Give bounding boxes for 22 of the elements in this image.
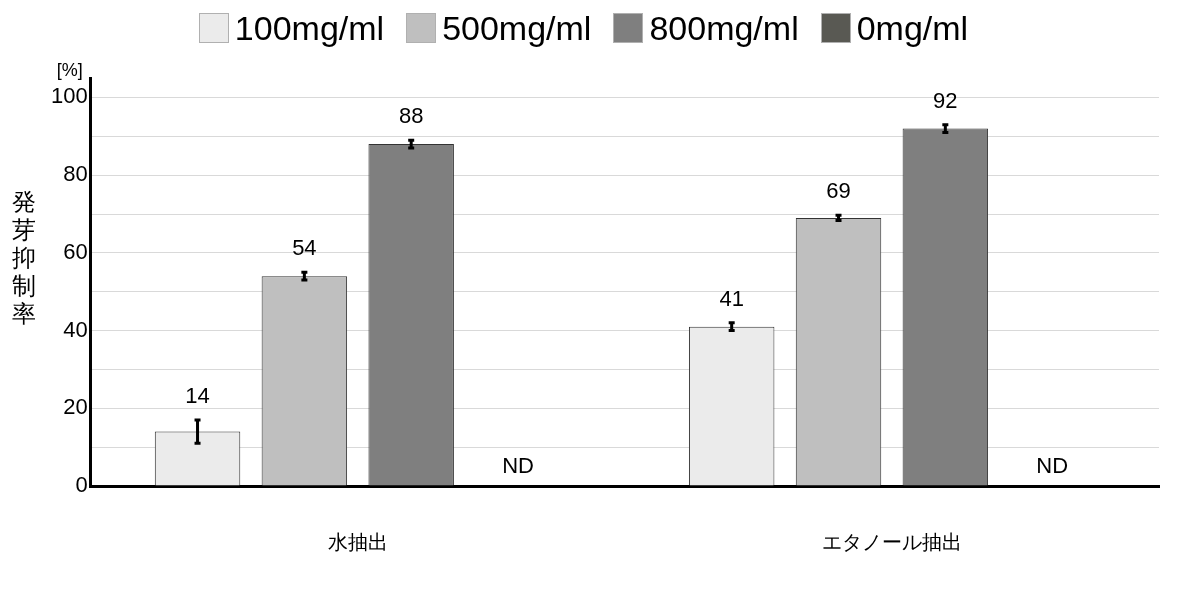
data-label: 14	[185, 383, 210, 409]
y-tick-label: 0	[75, 472, 88, 498]
y-tick-label: 60	[63, 238, 88, 264]
data-label: 69	[826, 178, 851, 204]
y-tick-label: 20	[63, 394, 88, 420]
text: ND	[1036, 453, 1069, 479]
data-label: 88	[398, 103, 424, 129]
text: ND	[502, 453, 534, 479]
y-tick-label: 100	[50, 83, 88, 109]
x-tick-label: 水抽出	[327, 530, 388, 553]
data-label: 54	[292, 235, 317, 261]
x-tick-label: エタノール抽出	[821, 530, 962, 553]
legend-label: 0mg/ml	[856, 8, 969, 48]
y-tick-label: 40	[63, 316, 88, 342]
data-label: 92	[933, 87, 958, 113]
text: [%]	[56, 59, 83, 80]
legend-label: 800mg/ml	[649, 8, 799, 48]
legend-label: 500mg/ml	[442, 8, 592, 48]
y-axis-title: 発芽抑制率	[12, 188, 37, 328]
legend-label: 100mg/ml	[234, 8, 385, 48]
data-label: 41	[719, 285, 744, 311]
y-tick-label: 80	[63, 161, 88, 187]
